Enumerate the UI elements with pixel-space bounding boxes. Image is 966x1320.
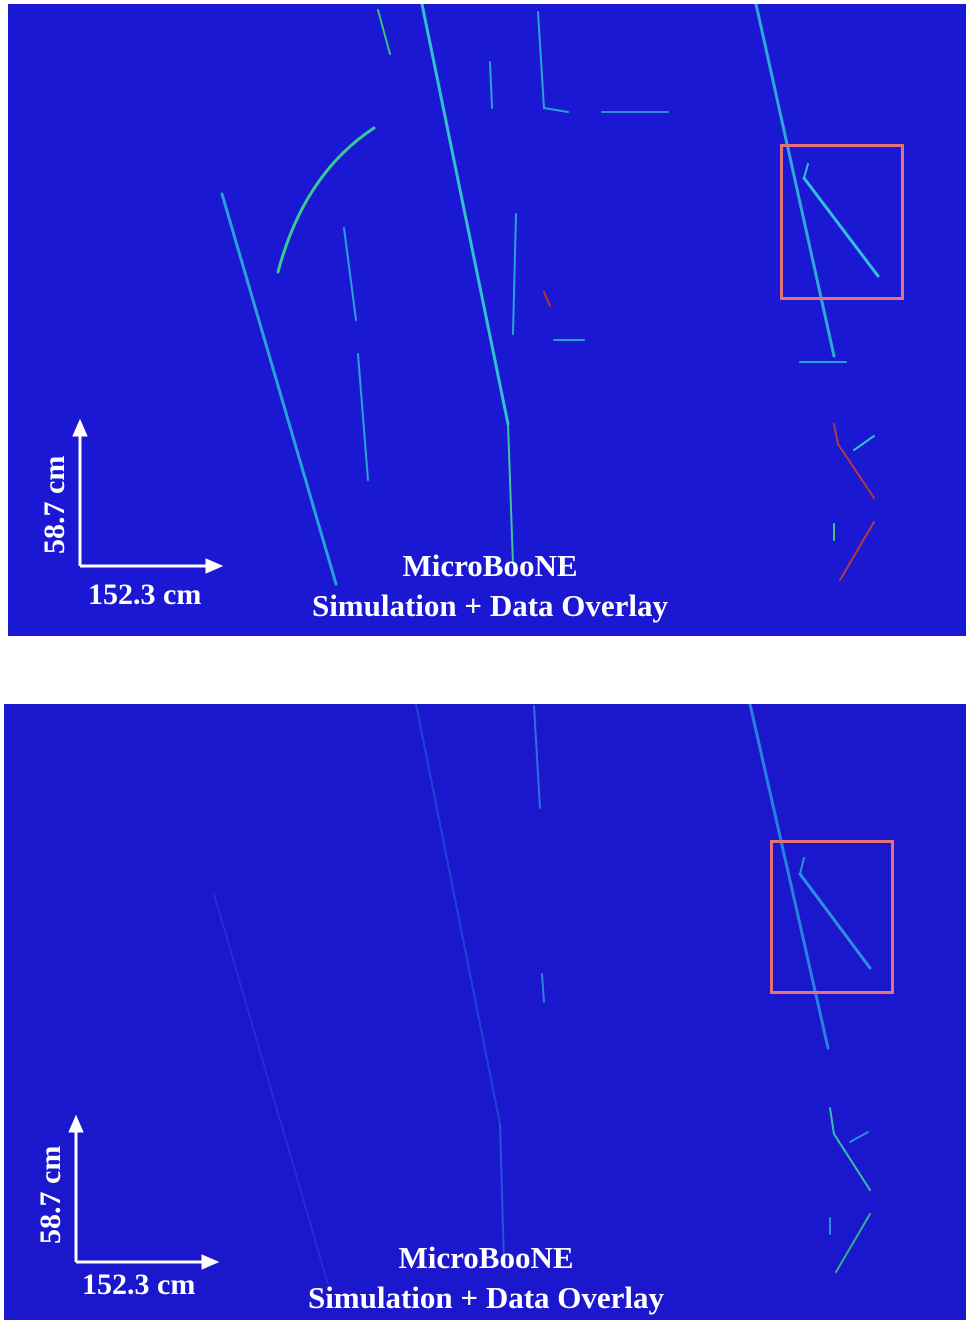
- watermark: MicroBooNE Simulation + Data Overlay: [290, 546, 690, 626]
- track-vertical-top: [533, 705, 541, 809]
- track-lower-right-c: [835, 1213, 871, 1273]
- track-vertical-c: [512, 213, 517, 335]
- horizontal-scale-label: 152.3 cm: [88, 578, 202, 611]
- track-overlay-bottom: [213, 704, 872, 1285]
- watermark-subtitle: Simulation + Data Overlay: [307, 1280, 665, 1315]
- track-small-mark: [541, 973, 545, 1003]
- track-roi-tick: [803, 163, 809, 179]
- horizontal-scale-label: 152.3 cm: [82, 1268, 196, 1301]
- track-roi-tick: [799, 857, 805, 875]
- track-top-short: [489, 61, 493, 109]
- vertical-scale-label: 58.7 cm: [34, 1145, 67, 1244]
- track-long-center: [415, 704, 501, 1125]
- track-roi: [798, 872, 872, 970]
- track-lower-right-a: [829, 1107, 871, 1191]
- scale-arrows: [72, 418, 224, 574]
- track-center-lower: [507, 423, 514, 565]
- track-top-left: [377, 9, 391, 55]
- track-lower-right-b: [849, 1131, 869, 1143]
- track-lower-right-b: [853, 435, 875, 451]
- track-arc: [276, 126, 376, 274]
- watermark-title: MicroBooNE: [398, 1240, 574, 1275]
- track-vertical-a: [343, 227, 357, 321]
- track-center-lower: [499, 1123, 505, 1265]
- track-vertical-b: [357, 353, 369, 481]
- watermark-title: MicroBooNE: [402, 548, 578, 583]
- scale-arrows: [68, 1114, 220, 1270]
- track-roi: [802, 176, 880, 278]
- track-long-center: [420, 4, 510, 426]
- track-left-faint: [213, 893, 329, 1285]
- watermark-subtitle: Simulation + Data Overlay: [311, 588, 669, 623]
- track-top-bracket: [537, 11, 569, 113]
- track-lower-right-a: [833, 423, 875, 499]
- region-of-interest-box: [780, 144, 904, 300]
- vertical-scale-label: 58.7 cm: [38, 455, 71, 554]
- watermark: MicroBooNE Simulation + Data Overlay: [286, 1238, 686, 1318]
- track-lower-right-c: [839, 521, 875, 581]
- region-of-interest-box: [770, 840, 894, 994]
- track-long-right: [748, 704, 830, 1050]
- event-display-bottom: 58.7 cm 152.3 cm MicroBooNE Simulation +…: [4, 704, 966, 1320]
- track-red-segment: [543, 291, 551, 307]
- event-display-top: 58.7 cm 152.3 cm MicroBooNE Simulation +…: [8, 4, 966, 636]
- track-left-diagonal: [220, 192, 338, 586]
